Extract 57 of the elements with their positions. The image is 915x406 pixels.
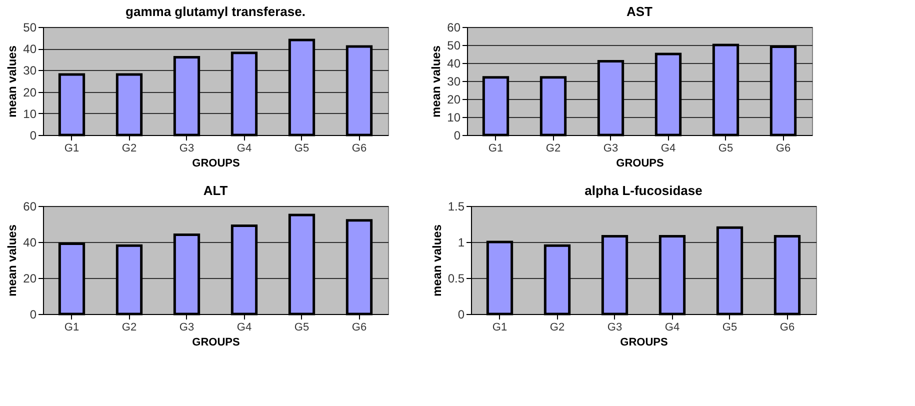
- x-tick-label: G3: [179, 142, 194, 154]
- y-tick-label: 30: [447, 74, 461, 88]
- y-tick-label: 0: [454, 128, 461, 142]
- x-tick-label: G2: [546, 142, 561, 154]
- y-tick-label: 0: [30, 128, 37, 142]
- x-tick-label: G1: [492, 322, 508, 334]
- x-tick-label: G6: [352, 322, 367, 334]
- x-tick-label: G6: [780, 322, 795, 334]
- chart-title: AST: [626, 4, 653, 19]
- chart-title: alpha L-fucosidase: [584, 183, 702, 198]
- x-tick-label: G2: [550, 322, 565, 334]
- y-tick-label: 1: [458, 236, 465, 250]
- x-tick-label: G5: [718, 142, 734, 154]
- x-axis-title: GROUPS: [616, 158, 664, 170]
- chart-title: gamma glutamyl transferase.: [126, 4, 306, 19]
- y-axis-title: mean values: [5, 45, 20, 118]
- y-tick-label: 0.5: [448, 272, 465, 286]
- y-tick-label: 20: [23, 85, 37, 100]
- x-tick-label: G1: [488, 142, 504, 154]
- x-tick-label: G3: [603, 142, 618, 154]
- x-tick-label: G3: [607, 322, 622, 334]
- y-tick-label: 40: [447, 56, 461, 70]
- y-axis-title: mean values: [429, 45, 444, 118]
- x-tick-label: G6: [776, 142, 791, 154]
- y-axis-title: mean values: [430, 224, 444, 297]
- x-tick-label: G5: [722, 322, 738, 334]
- chart-title: ALT: [203, 183, 228, 198]
- y-tick-label: 1.5: [448, 200, 465, 214]
- x-axis-title: GROUPS: [192, 158, 240, 170]
- x-tick-label: G4: [236, 142, 252, 154]
- x-tick-label: G1: [64, 142, 80, 154]
- x-tick-label: G5: [294, 142, 310, 154]
- x-tick-label: G4: [664, 322, 680, 334]
- y-tick-label: 0: [30, 308, 37, 322]
- x-tick-label: G6: [352, 142, 367, 154]
- x-tick-label: G5: [294, 322, 310, 334]
- y-tick-label: 20: [447, 92, 461, 106]
- y-tick-label: 0: [458, 308, 465, 322]
- y-tick-label: 20: [23, 272, 37, 286]
- y-tick-label: 30: [23, 64, 37, 78]
- x-tick-label: G1: [64, 322, 80, 334]
- x-axis-title: GROUPS: [192, 336, 240, 348]
- x-tick-label: G4: [236, 322, 252, 334]
- y-tick-label: 50: [23, 20, 37, 34]
- x-tick-label: G2: [122, 142, 137, 154]
- y-tick-label: 50: [447, 38, 461, 52]
- y-tick-label: 60: [23, 200, 37, 214]
- y-tick-label: 10: [447, 110, 461, 124]
- x-tick-label: G3: [179, 322, 194, 334]
- y-tick-label: 40: [23, 236, 37, 250]
- x-tick-label: G2: [122, 322, 137, 334]
- y-tick-label: 40: [23, 42, 37, 56]
- y-axis-title: mean values: [5, 224, 20, 297]
- x-axis-title: GROUPS: [620, 336, 668, 348]
- y-tick-label: 60: [447, 20, 461, 34]
- x-tick-label: G4: [660, 142, 676, 154]
- y-tick-label: 10: [23, 106, 37, 121]
